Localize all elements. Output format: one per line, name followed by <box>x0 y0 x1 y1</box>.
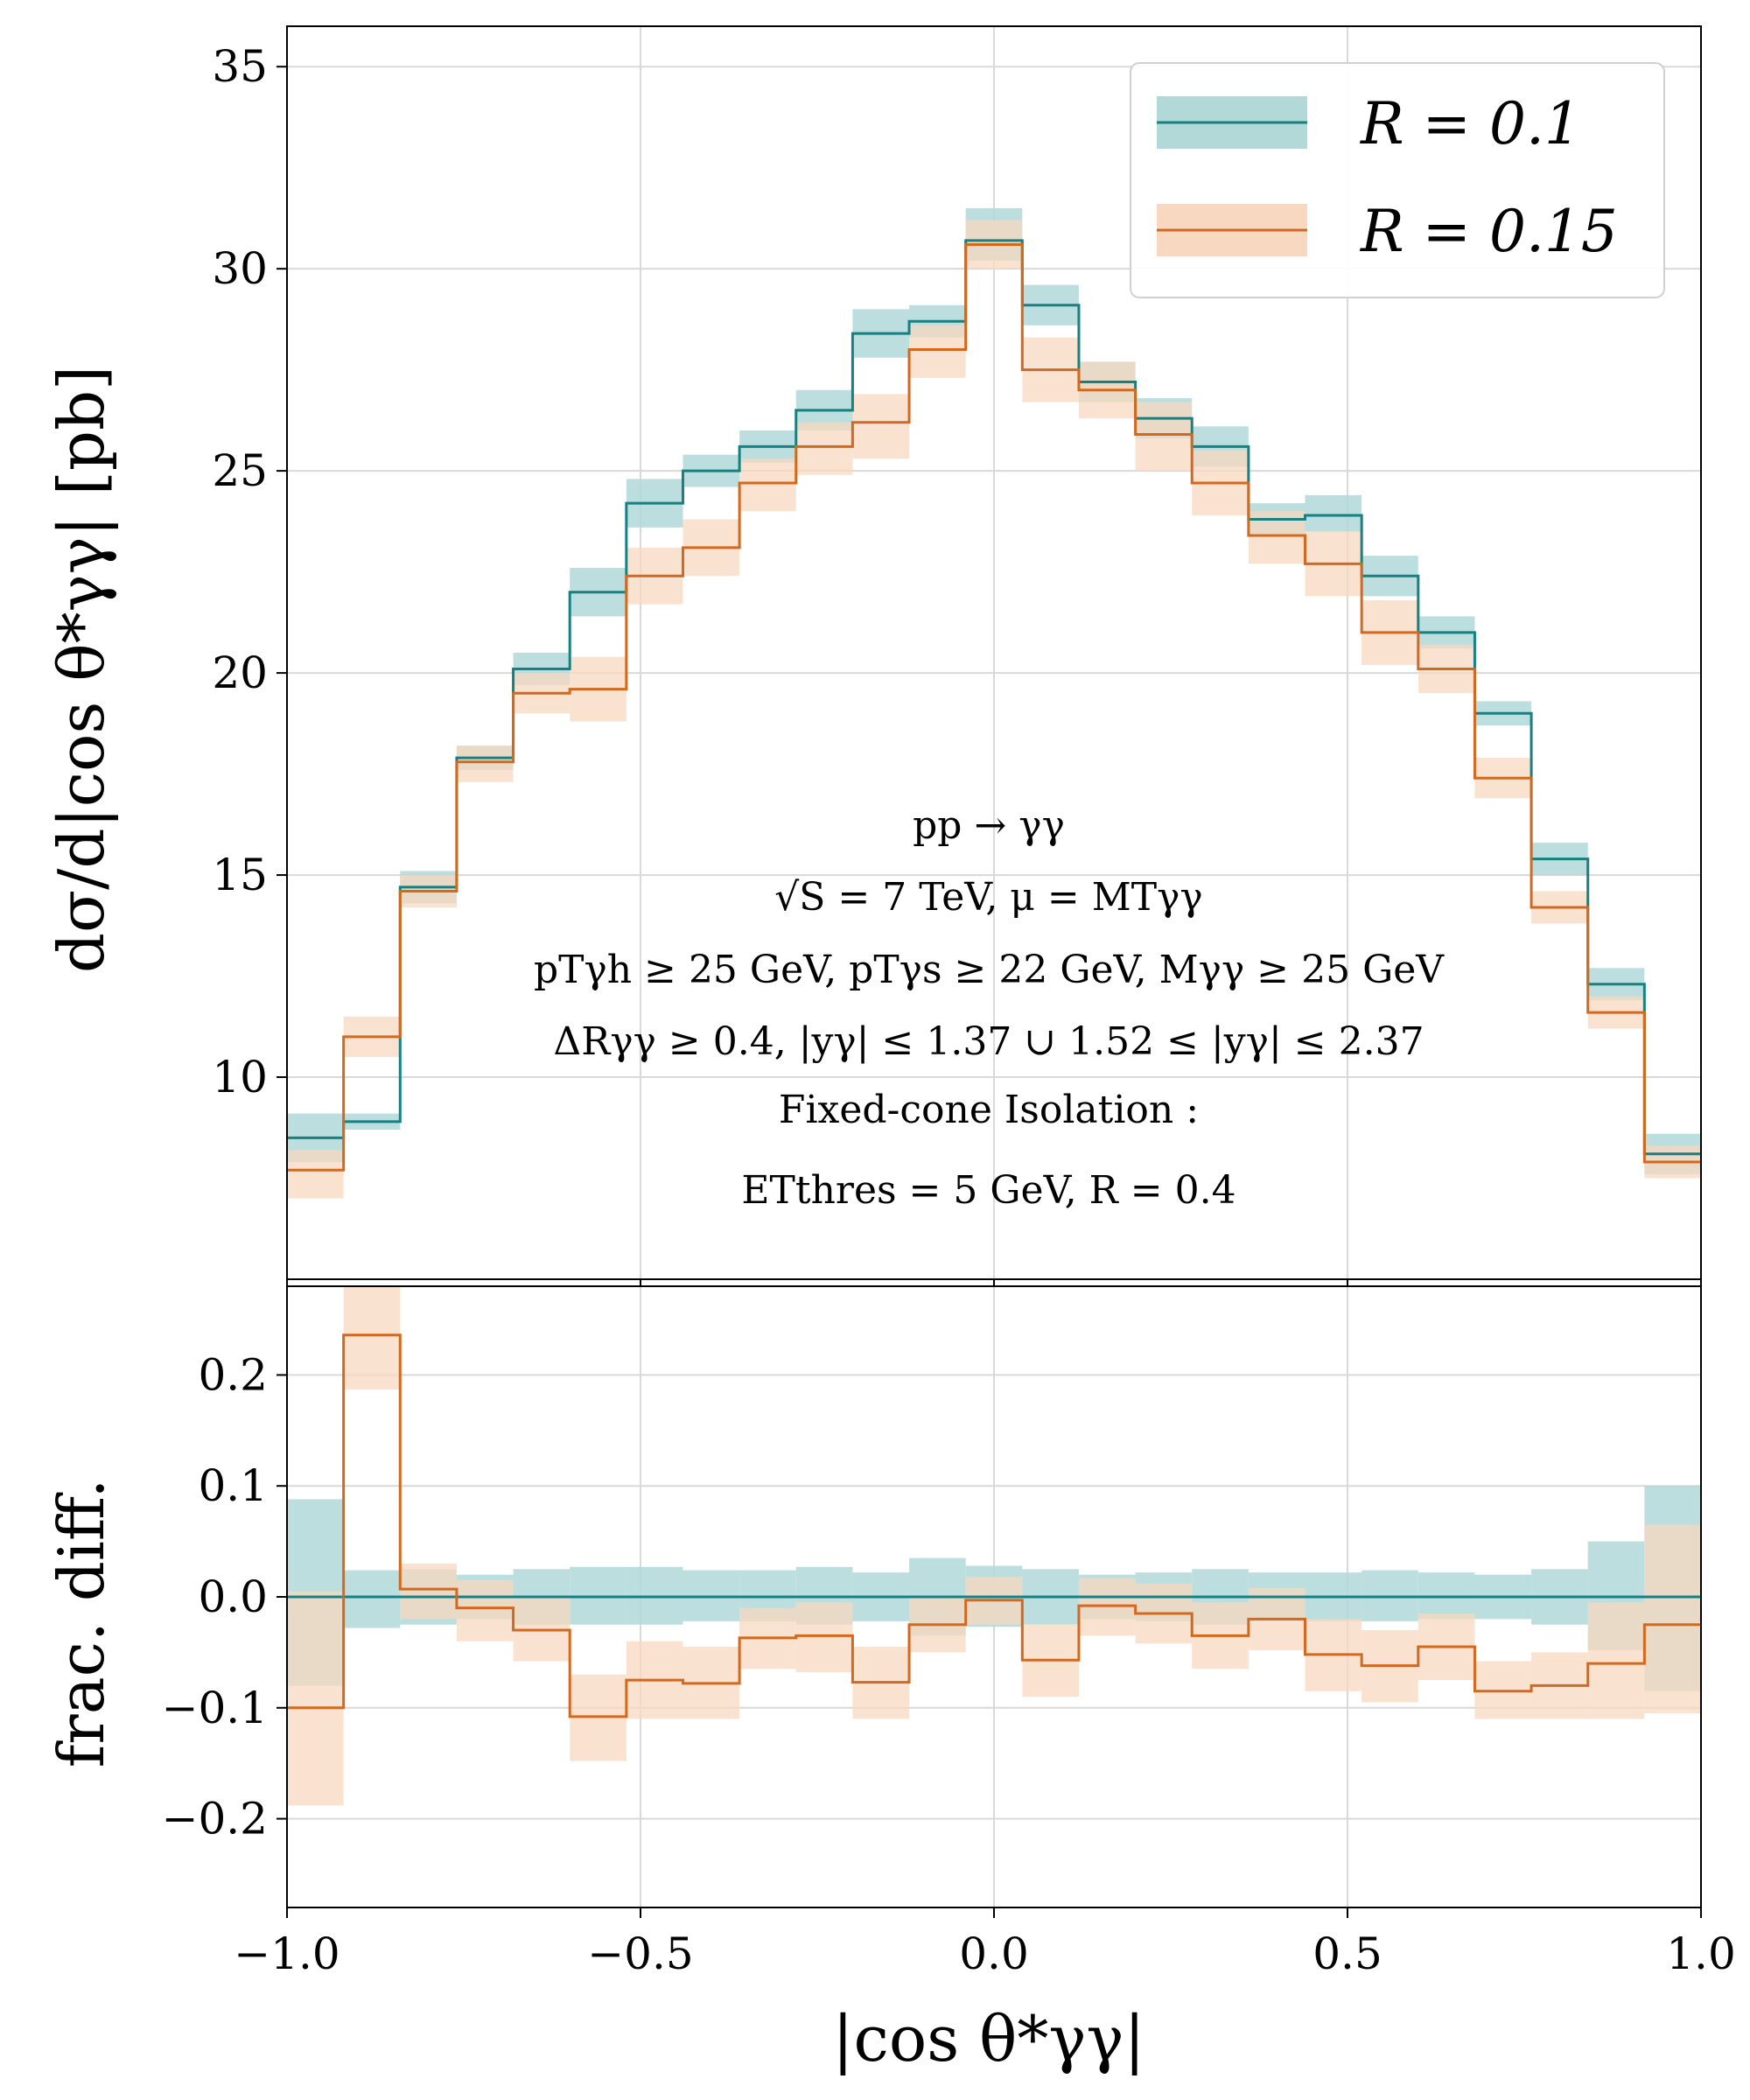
ratio-y-ticks: −0.2 −0.1 0.0 0.1 0.2 <box>162 1349 1702 1918</box>
series-step-line <box>287 239 1701 1156</box>
ratio-lines <box>287 1334 1701 1718</box>
annotation-pt-cuts: pTγh ≥ 25 GeV, pTγs ≥ 22 GeV, Mγγ ≥ 25 G… <box>534 948 1445 992</box>
uncertainty-band <box>1135 402 1193 472</box>
x-tick-label: −1.0 <box>234 1928 340 1979</box>
uncertainty-band <box>456 746 514 782</box>
uncertainty-band <box>1644 1524 1701 1714</box>
annotation-isolation: Fixed-cone Isolation : <box>779 1088 1199 1132</box>
series-step-line <box>287 1334 1701 1718</box>
y-tick-label: −0.1 <box>162 1683 268 1733</box>
y-tick-label: 0.0 <box>198 1572 268 1622</box>
ratio-panel: −0.2 −0.1 0.0 0.1 0.2 −1.0 −0.5 0.0 0.5 1.0 <box>162 1285 1736 1979</box>
legend-label-r015: R = 0.15 <box>1360 198 1618 265</box>
uncertainty-band <box>287 1591 344 1806</box>
y-tick-label: 10 <box>212 1052 268 1102</box>
x-tick-label: 1.0 <box>1666 1928 1736 1979</box>
uncertainty-band <box>795 422 853 475</box>
y-tick-label: 15 <box>212 850 268 900</box>
main-y-axis-label: dσ/d|cos θ*γγ| [pb] <box>45 366 118 973</box>
uncertainty-band <box>852 394 910 459</box>
uncertainty-band <box>739 458 796 512</box>
annotation-energy-scale: √S = 7 TeV, μ = MTγγ <box>774 875 1202 920</box>
uncertainty-band <box>343 1570 401 1628</box>
ratio-y-axis-label: frac. diff. <box>45 1479 118 1768</box>
x-tick-label: −0.5 <box>587 1928 693 1979</box>
series-step-line <box>287 242 1701 1172</box>
y-tick-label: 0.1 <box>198 1460 268 1511</box>
main-frame <box>286 25 1702 1280</box>
x-tick-label: 0.5 <box>1312 1928 1382 1979</box>
uncertainty-band <box>400 1563 457 1620</box>
uncertainty-band <box>909 325 966 378</box>
uncertainty-band <box>1587 1602 1645 1719</box>
uncertainty-band <box>1305 494 1362 532</box>
uncertainty-band <box>287 1150 344 1199</box>
y-tick-label: −0.2 <box>162 1794 268 1844</box>
main-y-ticks: 10 15 20 25 30 35 <box>212 41 1702 1290</box>
annotation-rapidity-cuts: ΔRγγ ≥ 0.4, |yγ| ≤ 1.37 ∪ 1.52 ≤ |yγ| ≤ … <box>553 1019 1424 1064</box>
annotation-threshold: ETthres = 5 GeV, R = 0.4 <box>741 1168 1236 1213</box>
uncertainty-band <box>456 1579 514 1642</box>
legend-label-r01: R = 0.1 <box>1360 90 1581 158</box>
x-tick-label: 0.0 <box>959 1928 1029 1979</box>
y-tick-label: 25 <box>212 445 268 496</box>
legend: R = 0.1 R = 0.15 <box>1130 62 1665 298</box>
uncertainty-band <box>343 1286 401 1390</box>
y-tick-label: 20 <box>212 648 268 698</box>
uncertainty-band <box>795 1602 853 1673</box>
y-tick-label: 30 <box>212 243 268 294</box>
y-tick-label: 0.2 <box>198 1349 268 1400</box>
x-axis-label: |cos θ*γγ| <box>832 2002 1144 2076</box>
annotation-process: pp → γγ <box>913 803 1065 848</box>
ratio-frame <box>286 1285 1702 1908</box>
main-panel: 10 15 20 25 30 35 <box>212 25 1702 1290</box>
x-ticks: −1.0 −0.5 0.0 0.5 1.0 <box>234 1928 1735 1979</box>
process-annotation: pp → γγ √S = 7 TeV, μ = MTγγ pTγh ≥ 25 G… <box>534 803 1445 1213</box>
main-lines <box>287 239 1701 1172</box>
y-tick-label: 35 <box>212 41 268 92</box>
